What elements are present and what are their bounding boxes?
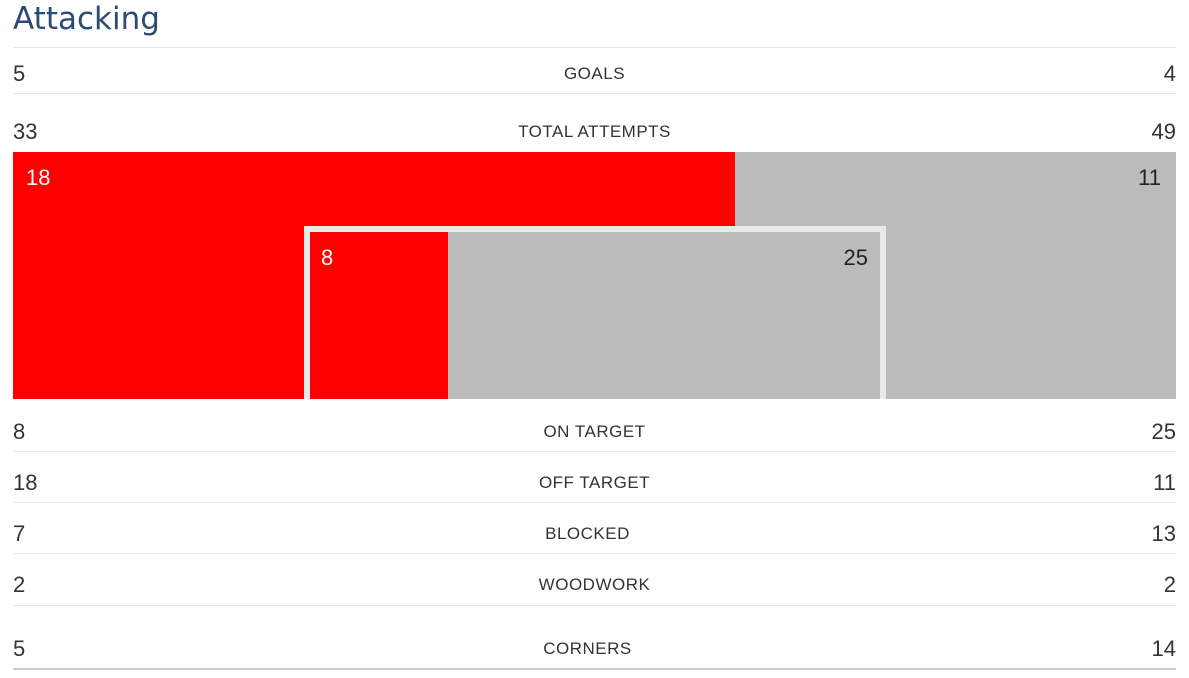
section-title: Attacking	[13, 1, 160, 37]
away-value: 11	[1153, 470, 1176, 495]
home-value: 2	[13, 572, 26, 597]
divider	[13, 47, 1176, 48]
stat-row-total-attempts: 33 TOTAL ATTEMPTS 49	[13, 117, 1176, 147]
divider	[13, 553, 1176, 554]
stat-label: OFF TARGET	[538, 473, 651, 492]
divider	[13, 605, 1176, 606]
stat-row-off-target: 18 OFF TARGET 11	[13, 468, 1176, 498]
stat-label: BLOCKED	[545, 524, 630, 543]
home-value: 5	[13, 636, 26, 661]
home-value: 33	[13, 119, 38, 144]
divider	[13, 93, 1176, 94]
stat-row-blocked: 7 BLOCKED 13	[13, 519, 1176, 549]
on-target-home-area: 8	[310, 232, 448, 399]
away-value: 14	[1151, 636, 1176, 661]
stat-label: GOALS	[563, 64, 626, 83]
home-value: 18	[13, 470, 38, 495]
shot-map: 18 11 8 25	[13, 152, 1176, 399]
stat-row-corners: 5 CORNERS 14	[13, 634, 1176, 664]
away-value: 49	[1151, 119, 1176, 144]
stat-label: ON TARGET	[543, 422, 646, 441]
goal-frame: 8 25	[304, 226, 886, 399]
divider	[13, 451, 1176, 452]
stat-label: TOTAL ATTEMPTS	[518, 122, 671, 141]
away-value: 25	[1151, 419, 1176, 444]
away-value: 2	[1163, 572, 1176, 597]
divider	[13, 668, 1176, 670]
home-value: 7	[13, 521, 26, 546]
on-target-home-value: 8	[321, 245, 334, 270]
away-value: 4	[1163, 61, 1176, 86]
stat-row-woodwork: 2 WOODWORK 2	[13, 570, 1176, 600]
stat-row-on-target: 8 ON TARGET 25	[13, 417, 1176, 447]
divider	[13, 502, 1176, 503]
home-value: 5	[13, 61, 26, 86]
off-target-away-value: 11	[1138, 165, 1161, 190]
off-target-home-value: 18	[26, 165, 51, 190]
stat-row-goals: 5 GOALS 4	[13, 59, 1176, 89]
home-value: 8	[13, 419, 26, 444]
away-value: 13	[1151, 521, 1176, 546]
stat-label: CORNERS	[543, 639, 632, 658]
on-target-away-value: 25	[843, 245, 868, 270]
stat-label: WOODWORK	[538, 575, 651, 594]
